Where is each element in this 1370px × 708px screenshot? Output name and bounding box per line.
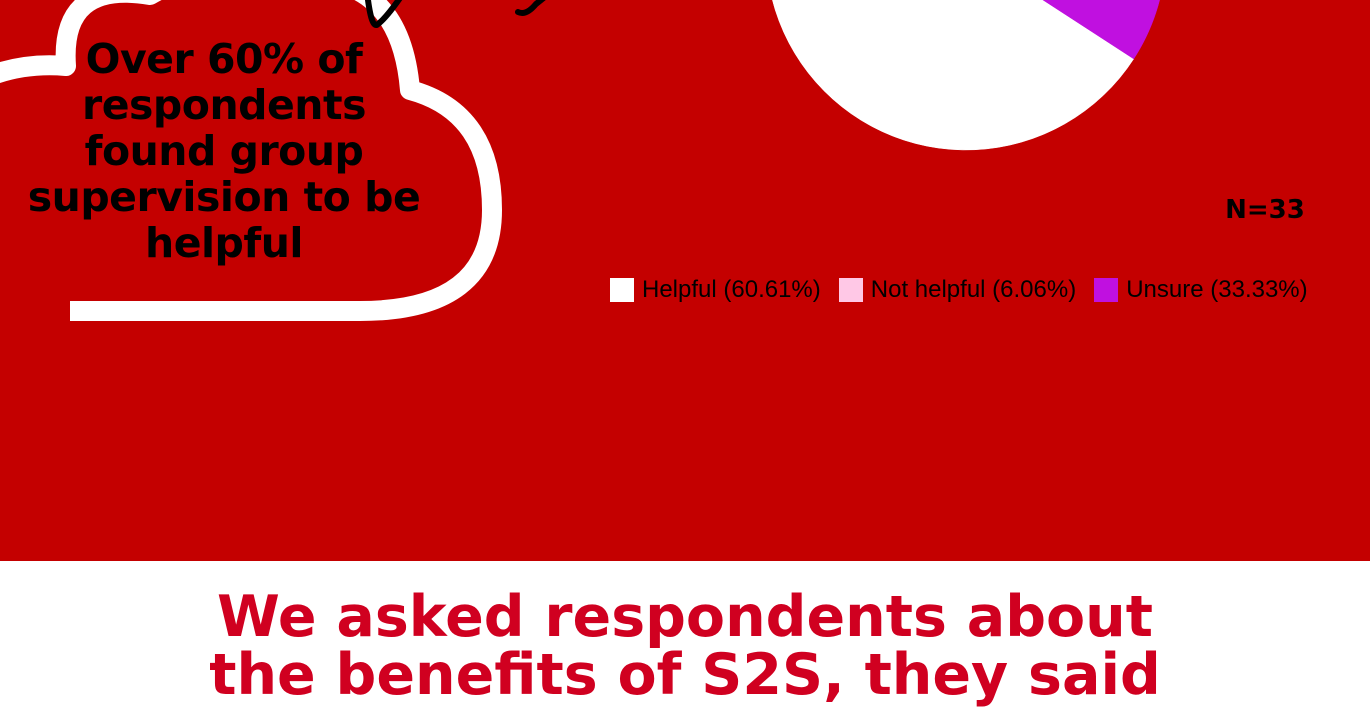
chart-legend: Helpful (60.61%) Not helpful (6.06%) Unsur… (610, 276, 1308, 304)
legend-label: Unsure (33.33%) (1126, 276, 1308, 303)
legend-label: Helpful (60.61%) (642, 276, 821, 303)
callout-text: Over 60% of respondents found group supe… (27, 35, 421, 267)
section-heading: We asked respondents about the benefits … (0, 588, 1370, 704)
legend-swatch (610, 278, 634, 302)
legend-item-unsure: Unsure (33.33%) (1094, 276, 1308, 304)
cloud-callout-shape (0, 0, 502, 321)
legend-item-helpful: Helpful (60.61%) (610, 276, 821, 304)
legend-swatch (838, 278, 863, 302)
legend-label: Not helpful (6.06%) (870, 276, 1077, 303)
section-heading-line-1: We asked respondents about (217, 584, 1153, 650)
cloud-outline (0, 0, 502, 321)
chart-panel: Over 60% of respondents found group supe… (0, 0, 1370, 561)
pie-slice-helpful (772, 0, 1135, 151)
pie-chart (772, 0, 1160, 151)
section-heading-line-2: the benefits of S2S, they said (209, 642, 1161, 708)
legend-swatch (1094, 278, 1119, 302)
legend-item-not-helpful: Not helpful (6.06%) (838, 276, 1077, 304)
pie-slice-unsure (1042, 0, 1160, 60)
sample-size-label: N=33 (1225, 195, 1305, 225)
scribble-decoration (365, 0, 546, 28)
